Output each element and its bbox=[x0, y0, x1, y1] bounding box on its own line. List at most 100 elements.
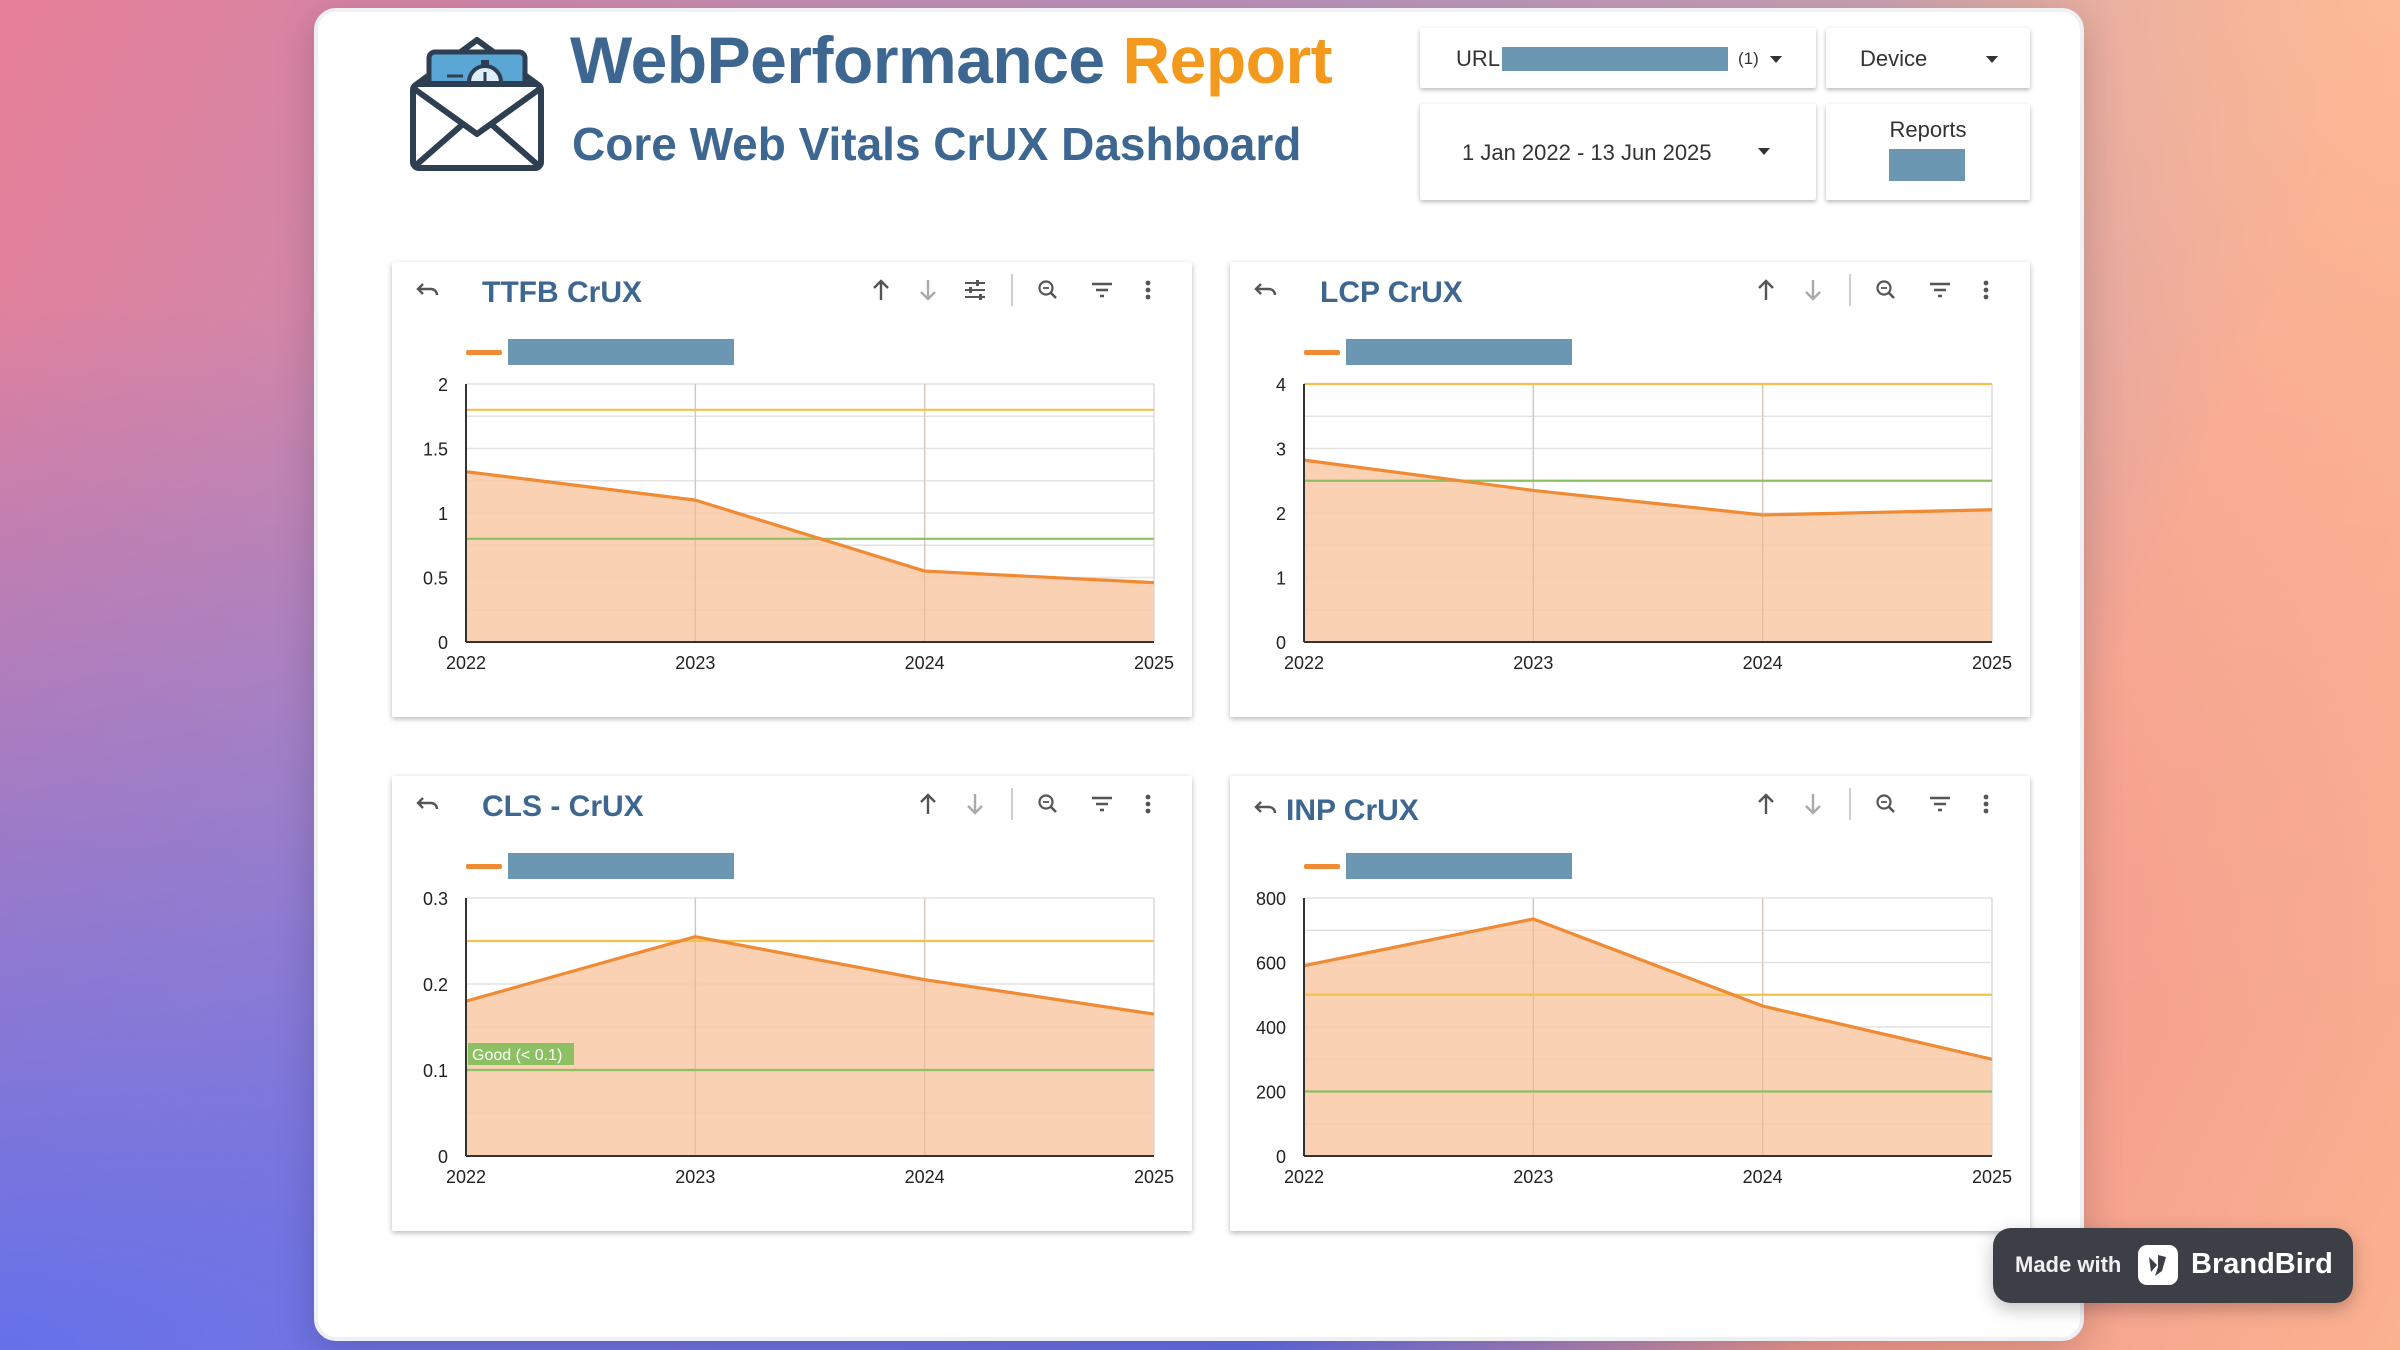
brandbird-badge[interactable]: Made with BrandBird bbox=[1993, 1228, 2353, 1303]
series-line bbox=[1303, 917, 1993, 1061]
y-tick-label: 200 bbox=[1256, 1083, 1286, 1103]
x-tick-label: 2023 bbox=[1513, 653, 1553, 673]
y-tick-label: 0 bbox=[438, 633, 448, 653]
badge-made-with: Made with bbox=[2015, 1252, 2122, 1277]
toolbar-divider bbox=[1011, 274, 1013, 306]
more-vert-icon[interactable] bbox=[1134, 790, 1162, 818]
area-chart: 0 1 2 3 4 2022 2023 2024 2025 bbox=[1276, 375, 2012, 673]
page-subtitle: Core Web Vitals CrUX Dashboard bbox=[572, 118, 1302, 170]
legend-swatch bbox=[1304, 350, 1340, 355]
y-tick-label: 400 bbox=[1256, 1018, 1286, 1038]
sort-ascending-icon[interactable] bbox=[867, 276, 895, 304]
date-range-picker[interactable]: 1 Jan 2022 - 13 Jun 2025 bbox=[1420, 104, 1816, 200]
undo-icon[interactable] bbox=[414, 276, 442, 304]
y-tick-label: 0.3 bbox=[423, 889, 448, 909]
x-tick-label: 2024 bbox=[905, 653, 945, 673]
sort-ascending-icon[interactable] bbox=[1752, 790, 1780, 818]
zoom-icon[interactable] bbox=[1872, 276, 1900, 304]
reports-label: Reports bbox=[1889, 117, 1967, 142]
panel-title: LCP CrUX bbox=[1320, 276, 1463, 309]
filter-icon[interactable] bbox=[1926, 790, 1954, 818]
threshold-label-box bbox=[468, 1043, 574, 1065]
zoom-icon[interactable] bbox=[1872, 790, 1900, 818]
sort-ascending-icon[interactable] bbox=[1752, 276, 1780, 304]
chart-panel-ttfb: TTFB CrUX 0 0.5 1 1.5 2 2022 2023 2024 2025 bbox=[392, 262, 1192, 717]
url-selected-count: (1) bbox=[1738, 49, 1759, 68]
more-vert-icon[interactable] bbox=[1134, 276, 1162, 304]
filter-icon[interactable] bbox=[1926, 276, 1954, 304]
x-tick-label: 2025 bbox=[1134, 653, 1174, 673]
sort-descending-icon[interactable] bbox=[1799, 790, 1827, 818]
x-tick-label: 2022 bbox=[1284, 653, 1324, 673]
sort-descending-icon[interactable] bbox=[914, 276, 942, 304]
toolbar-divider bbox=[1849, 274, 1851, 306]
series-line bbox=[465, 935, 1155, 1016]
legend-swatch bbox=[466, 350, 502, 355]
filter-icon[interactable] bbox=[1088, 790, 1116, 818]
legend-redacted-series-name bbox=[1346, 339, 1572, 365]
sort-descending-icon[interactable] bbox=[961, 790, 989, 818]
y-tick-label: 1 bbox=[438, 504, 448, 524]
legend-swatch bbox=[1304, 864, 1340, 869]
series-line bbox=[465, 470, 1155, 585]
zoom-icon[interactable] bbox=[1034, 276, 1062, 304]
area-chart: 0 0.1 0.2 0.3 2022 2023 2024 2025 Good (< 0.1) bbox=[423, 889, 1174, 1187]
chevron-down-icon bbox=[1770, 56, 1782, 63]
panel-title: CLS - CrUX bbox=[482, 790, 644, 823]
y-tick-label: 2 bbox=[438, 375, 448, 395]
device-filter-label: Device bbox=[1860, 46, 1928, 71]
page-title: WebPerformance Report bbox=[570, 22, 1333, 98]
toolbar-divider bbox=[1011, 788, 1013, 820]
legend-redacted-series-name bbox=[508, 853, 734, 879]
y-tick-label: 2 bbox=[1276, 504, 1286, 524]
reports-selector[interactable]: Reports bbox=[1826, 104, 2030, 200]
x-tick-label: 2023 bbox=[1513, 1167, 1553, 1187]
device-filter-dropdown[interactable]: Device bbox=[1826, 28, 2030, 88]
y-tick-label: 600 bbox=[1256, 954, 1286, 974]
x-tick-label: 2024 bbox=[1743, 653, 1783, 673]
y-tick-label: 1.5 bbox=[423, 440, 448, 460]
zoom-icon[interactable] bbox=[1034, 790, 1062, 818]
sort-ascending-icon[interactable] bbox=[914, 790, 942, 818]
chevron-down-icon bbox=[1986, 56, 1998, 63]
title-accent: Report bbox=[1122, 23, 1333, 97]
y-tick-label: 4 bbox=[1276, 375, 1286, 395]
area-chart: 0 0.5 1 1.5 2 2022 2023 2024 2025 bbox=[423, 375, 1174, 673]
reports-redacted-value bbox=[1889, 149, 1965, 181]
brandbird-logo-icon bbox=[2138, 1245, 2178, 1285]
envelope-stopwatch-icon bbox=[405, 22, 550, 174]
badge-brand-name: BrandBird bbox=[2191, 1248, 2333, 1280]
undo-icon[interactable] bbox=[1252, 794, 1280, 822]
chart-panel-cls: CLS - CrUX 0 0.1 0.2 0.3 2022 2023 2024 2025 Good… bbox=[392, 776, 1192, 1231]
undo-icon[interactable] bbox=[1252, 276, 1280, 304]
settings-sliders-icon[interactable] bbox=[961, 276, 989, 304]
x-tick-label: 2025 bbox=[1972, 653, 2012, 673]
filter-icon[interactable] bbox=[1088, 276, 1116, 304]
x-tick-label: 2024 bbox=[905, 1167, 945, 1187]
y-tick-label: 0 bbox=[1276, 1147, 1286, 1167]
legend-redacted-series-name bbox=[1346, 853, 1572, 879]
series-area bbox=[1304, 460, 1992, 642]
url-filter-dropdown[interactable]: URL: (1) bbox=[1420, 28, 1816, 88]
toolbar-divider bbox=[1849, 788, 1851, 820]
title-primary: WebPerformance bbox=[570, 23, 1105, 97]
x-tick-label: 2025 bbox=[1972, 1167, 2012, 1187]
y-tick-label: 0 bbox=[1276, 633, 1286, 653]
x-tick-label: 2023 bbox=[675, 1167, 715, 1187]
url-filter-label: URL: bbox=[1456, 46, 1507, 71]
y-tick-label: 1 bbox=[1276, 569, 1286, 589]
x-tick-label: 2022 bbox=[1284, 1167, 1324, 1187]
x-tick-label: 2024 bbox=[1743, 1167, 1783, 1187]
chart-panel-inp: INP CrUX 0 200 400 600 800 2022 2023 2024 2025 bbox=[1230, 776, 2030, 1231]
undo-icon[interactable] bbox=[414, 790, 442, 818]
panel-title: TTFB CrUX bbox=[482, 276, 642, 309]
series-area bbox=[1304, 918, 1992, 1156]
more-vert-icon[interactable] bbox=[1972, 790, 2000, 818]
y-tick-label: 0.1 bbox=[423, 1061, 448, 1081]
x-tick-label: 2022 bbox=[446, 1167, 486, 1187]
legend-swatch bbox=[466, 864, 502, 869]
chevron-down-icon bbox=[1758, 148, 1770, 155]
date-range-value: 1 Jan 2022 - 13 Jun 2025 bbox=[1462, 140, 1712, 165]
more-vert-icon[interactable] bbox=[1972, 276, 2000, 304]
sort-descending-icon[interactable] bbox=[1799, 276, 1827, 304]
